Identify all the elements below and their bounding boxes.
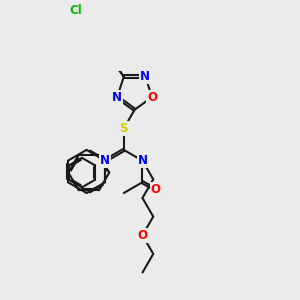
Text: S: S <box>120 122 128 135</box>
Text: N: N <box>100 154 110 167</box>
Text: O: O <box>151 183 160 196</box>
Text: N: N <box>140 70 150 83</box>
Text: O: O <box>137 229 148 242</box>
Text: Cl: Cl <box>69 4 82 17</box>
Text: N: N <box>112 91 122 103</box>
Text: N: N <box>137 154 148 167</box>
Text: O: O <box>147 91 157 103</box>
